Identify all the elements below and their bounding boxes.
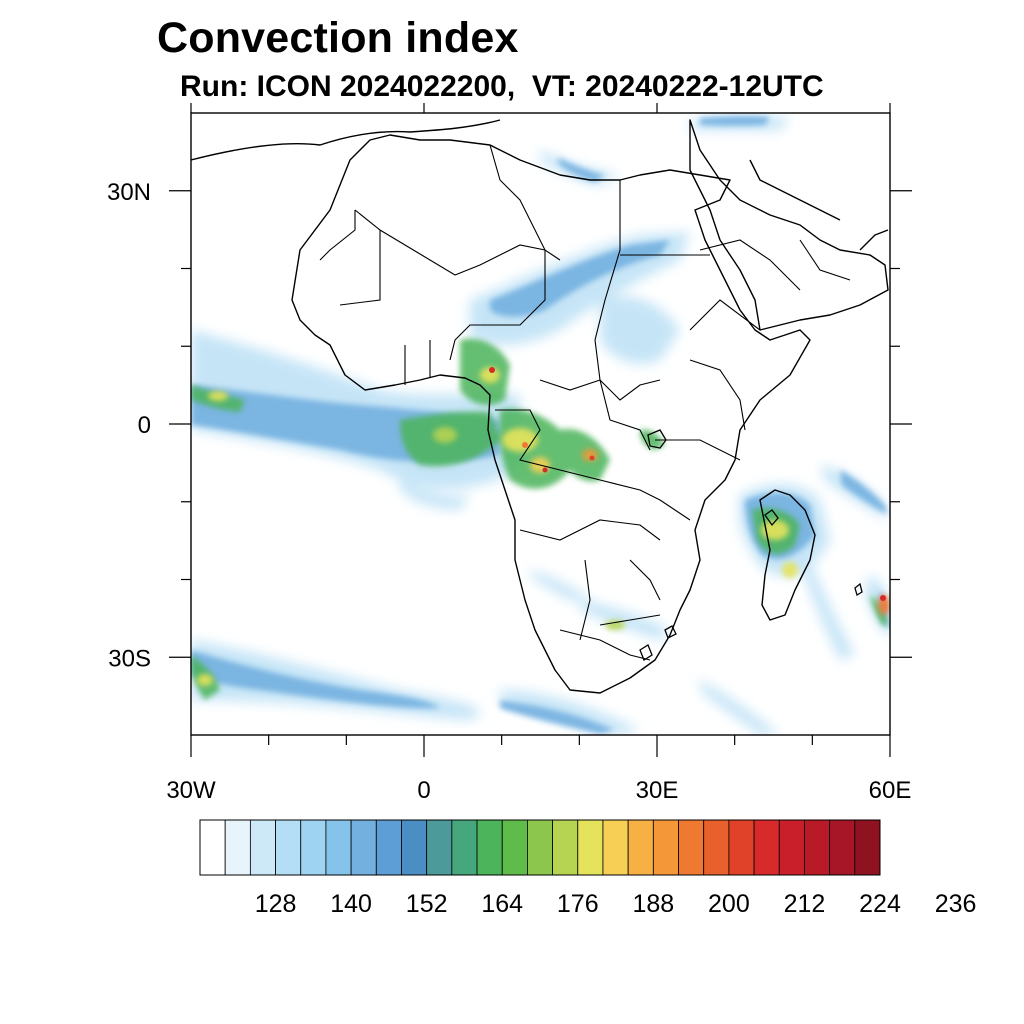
lat-tick-label: 0 xyxy=(138,412,151,439)
colorbar-swatch xyxy=(325,819,352,876)
coastlines xyxy=(191,119,889,694)
convection-field xyxy=(191,115,890,735)
axis-ticks: 30W 0 30E 60E 30N 0 30S xyxy=(107,103,912,804)
chart-title: Convection index xyxy=(157,14,519,62)
colorbar-label: 212 xyxy=(784,890,826,918)
lon-tick-label: 0 xyxy=(417,777,430,804)
colorbar-swatch xyxy=(829,819,856,876)
colorbar-swatch xyxy=(224,819,251,876)
colorbar-swatch xyxy=(476,819,503,876)
colorbar-swatch xyxy=(350,819,377,876)
country-borders xyxy=(319,144,851,661)
colorbar-swatch xyxy=(728,819,755,876)
colorbar-label: 200 xyxy=(708,890,750,918)
colorbar: 128 140 152 164 176 188 200 212 224 236 xyxy=(199,819,977,918)
colorbar-label: 152 xyxy=(406,890,448,918)
colorbar-frame xyxy=(199,819,881,876)
colorbar-swatch xyxy=(854,819,881,876)
colorbar-swatch xyxy=(501,819,528,876)
lon-tick-label: 30E xyxy=(636,777,679,804)
lat-tick-label: 30N xyxy=(107,179,151,206)
colorbar-label: 164 xyxy=(481,890,523,918)
colorbar-label: 128 xyxy=(255,890,297,918)
colorbar-swatch xyxy=(552,819,579,876)
colorbar-label: 224 xyxy=(859,890,901,918)
colorbar-label: 140 xyxy=(330,890,372,918)
colorbar-swatch xyxy=(300,819,327,876)
chart-subtitle: Run: ICON 2024022200, VT: 20240222-12UTC xyxy=(180,70,824,103)
colorbar-swatch xyxy=(426,819,453,876)
lon-tick-label: 60E xyxy=(869,777,912,804)
colorbar-swatch xyxy=(804,819,831,876)
colorbar-swatch xyxy=(527,819,553,876)
colorbar-label: 176 xyxy=(557,890,599,918)
colorbar-swatch xyxy=(451,819,478,876)
colorbar-swatch xyxy=(375,819,402,876)
lakes-islands xyxy=(639,429,863,661)
colorbar-label: 236 xyxy=(935,890,977,918)
colorbar-swatch xyxy=(275,819,302,876)
colorbar-swatch xyxy=(678,819,705,876)
colorbar-swatch xyxy=(703,819,730,876)
colorbar-label: 188 xyxy=(632,890,674,918)
colorbar-swatch xyxy=(753,819,780,876)
colorbar-swatch xyxy=(199,819,226,876)
colorbar-swatch xyxy=(577,819,604,876)
colorbar-swatch xyxy=(652,819,679,876)
colorbar-swatch xyxy=(602,819,629,876)
colorbar-swatch xyxy=(249,819,276,876)
colorbar-swatch xyxy=(778,819,805,876)
lon-tick-label: 30W xyxy=(166,777,216,804)
lat-tick-label: 30S xyxy=(108,645,151,672)
colorbar-swatch xyxy=(627,819,654,876)
colorbar-swatch xyxy=(401,819,428,876)
